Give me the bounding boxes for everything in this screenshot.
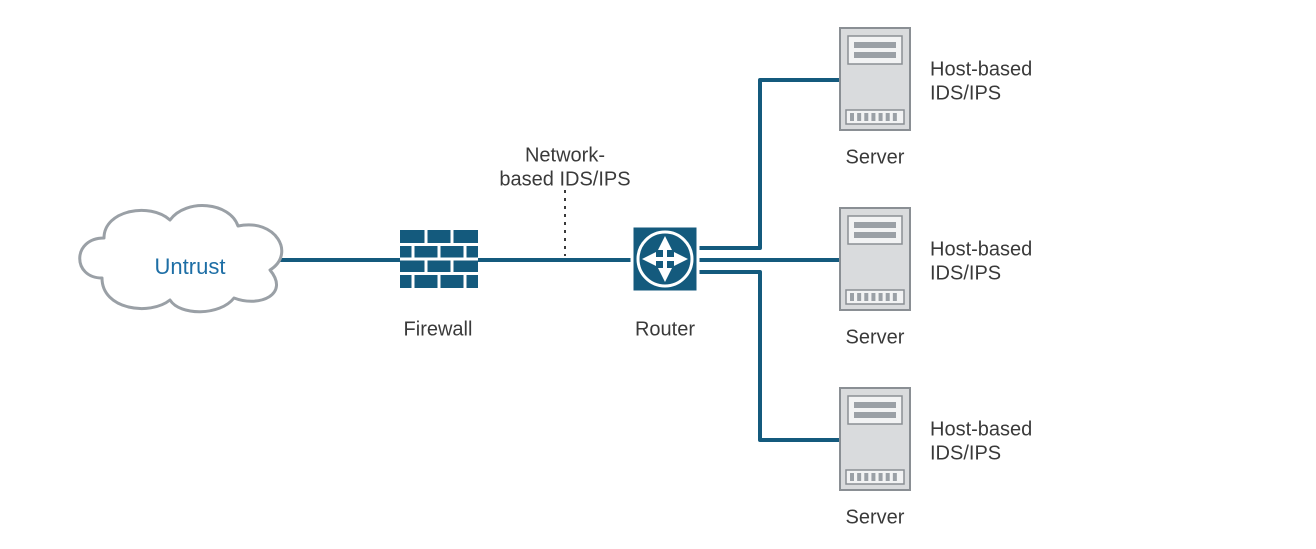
cloud-label: Untrust [155,254,226,279]
server-side1-0: Host-based [930,58,1032,80]
edge-4 [698,272,840,440]
server-icon-1 [840,208,910,310]
server-side1-1: Host-based [930,238,1032,260]
edge-3 [698,80,840,248]
server-icon-2 [840,388,910,490]
server-label-1: Server [846,326,905,348]
router-icon [632,226,698,292]
server-label-0: Server [846,146,905,168]
server-side2-2: IDS/IPS [930,442,1001,464]
server-side2-1: IDS/IPS [930,262,1001,284]
ids-label-line1: Network- [525,144,605,166]
server-icon-0 [840,28,910,130]
firewall-label: Firewall [404,318,473,340]
router-label: Router [635,318,695,340]
server-side2-0: IDS/IPS [930,82,1001,104]
server-side1-2: Host-based [930,418,1032,440]
ids-label-line2: based IDS/IPS [499,168,630,190]
firewall-icon [400,230,478,288]
server-label-2: Server [846,506,905,528]
